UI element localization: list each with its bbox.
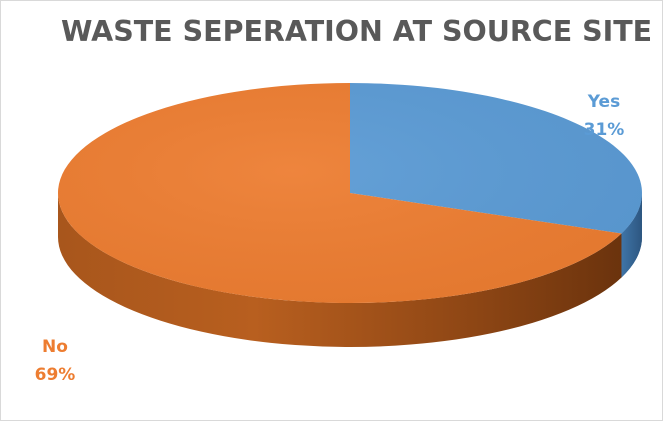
pie-side-edge xyxy=(621,193,642,278)
slice-label-no: No xyxy=(42,337,68,357)
chart-title: WASTE SEPERATION AT SOURCE SITE xyxy=(61,15,653,48)
pie-side-no xyxy=(58,193,622,347)
slice-value-no: 69% xyxy=(35,365,76,385)
slice-value-yes: 31% xyxy=(584,120,625,140)
pie-top-shading xyxy=(58,83,642,303)
slice-label-yes: Yes xyxy=(587,92,620,112)
